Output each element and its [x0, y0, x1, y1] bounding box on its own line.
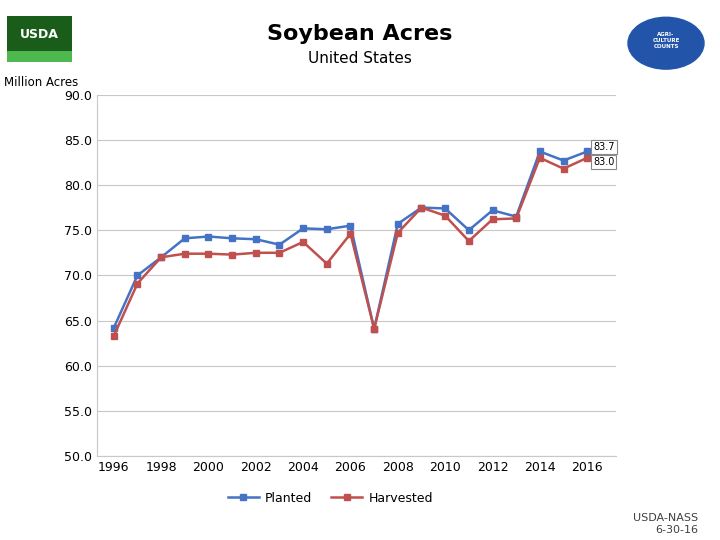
Text: 83.0: 83.0 — [593, 157, 614, 167]
Planted — [464, 227, 473, 233]
Planted — [488, 207, 497, 213]
Planted — [228, 235, 236, 241]
Harvested — [346, 231, 355, 237]
Planted — [251, 236, 260, 242]
Planted — [370, 326, 379, 332]
Harvested — [536, 154, 544, 161]
Text: United States: United States — [308, 51, 412, 66]
Text: USDA-NASS
6-30-16: USDA-NASS 6-30-16 — [634, 513, 698, 535]
Planted — [417, 204, 426, 211]
Harvested — [133, 280, 142, 287]
Harvested — [251, 249, 260, 256]
Planted — [133, 272, 142, 279]
Planted — [583, 148, 592, 155]
Planted — [275, 241, 284, 248]
Planted — [536, 148, 544, 155]
Harvested — [583, 154, 592, 161]
Harvested — [323, 260, 331, 267]
Harvested — [204, 251, 213, 257]
Line: Planted: Planted — [111, 148, 590, 332]
Text: Million Acres: Million Acres — [4, 76, 78, 89]
Planted — [109, 325, 118, 331]
Text: Soybean Acres: Soybean Acres — [267, 24, 453, 44]
Circle shape — [628, 17, 704, 69]
Harvested — [512, 215, 521, 221]
FancyBboxPatch shape — [7, 51, 72, 62]
Text: USDA: USDA — [20, 28, 59, 40]
Harvested — [181, 251, 189, 257]
Planted — [559, 157, 568, 164]
Harvested — [394, 230, 402, 236]
Harvested — [109, 333, 118, 339]
Planted — [323, 226, 331, 233]
Text: 83.7: 83.7 — [593, 143, 615, 152]
Planted — [441, 205, 449, 212]
Planted — [512, 213, 521, 220]
Harvested — [157, 254, 166, 260]
Harvested — [488, 216, 497, 222]
Harvested — [417, 204, 426, 211]
FancyBboxPatch shape — [7, 16, 72, 51]
Harvested — [370, 326, 379, 332]
Harvested — [299, 239, 307, 245]
Line: Harvested: Harvested — [111, 155, 590, 339]
Harvested — [275, 249, 284, 256]
Text: AGRI-
CULTURE
COUNTS: AGRI- CULTURE COUNTS — [652, 32, 680, 49]
Planted — [394, 221, 402, 227]
Planted — [157, 254, 166, 260]
Planted — [204, 233, 213, 240]
Harvested — [464, 238, 473, 244]
Planted — [346, 222, 355, 229]
Planted — [299, 225, 307, 232]
Harvested — [559, 165, 568, 172]
Planted — [181, 235, 189, 241]
Legend: Planted, Harvested: Planted, Harvested — [222, 487, 438, 510]
Harvested — [228, 251, 236, 258]
Harvested — [441, 212, 449, 219]
